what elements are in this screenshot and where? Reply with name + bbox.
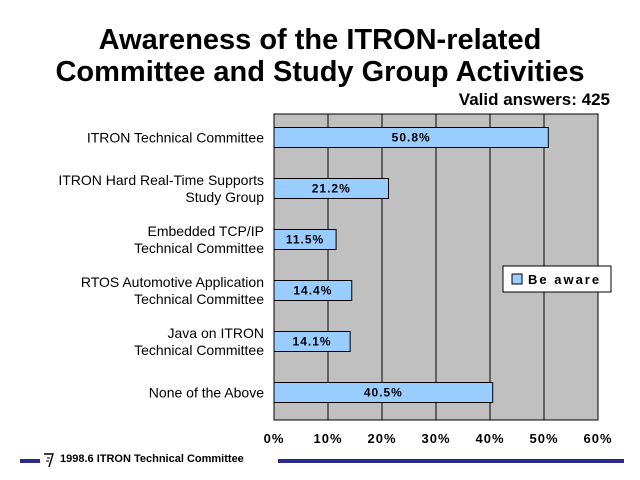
x-tick-label-10: 10%: [313, 431, 342, 446]
footer-rule-left: [20, 459, 40, 463]
category-label-line: Study Group: [185, 189, 264, 205]
data-label-1: 21.2%: [312, 182, 351, 196]
category-label-4: Java on ITRON Technical Committee: [134, 325, 264, 358]
x-tick-label-60: 60%: [583, 431, 612, 446]
chart-title-line-1: Awareness of the ITRON-related: [98, 24, 542, 56]
chart-title: Awareness of the ITRON-related Committee…: [0, 24, 640, 88]
category-label-2: Embedded TCP/IP Technical Committee: [134, 223, 264, 256]
bar-1: [273, 178, 389, 199]
footer: 1998.6 ITRON Technical Committee: [0, 450, 640, 472]
category-label-line: Technical Committee: [134, 291, 264, 307]
bar-4: [273, 331, 351, 352]
x-tick-label-30: 30%: [421, 431, 450, 446]
category-label-line: ITRON Technical Committee: [87, 130, 264, 146]
category-label-line: Embedded TCP/IP: [148, 223, 264, 239]
category-label-line: Java on ITRON: [168, 325, 264, 341]
bar-3: [273, 280, 353, 301]
bar-5: [273, 382, 494, 403]
category-label-0: ITRON Technical Committee: [87, 130, 264, 146]
valid-answers-subtitle: Valid answers: 425: [458, 90, 610, 109]
category-label-line: None of the Above: [149, 385, 264, 401]
category-label-line: Technical Committee: [134, 342, 264, 358]
category-label-line: ITRON Hard Real-Time Supports: [58, 172, 264, 188]
category-label-1: ITRON Hard Real-Time Supports Study Group: [58, 172, 264, 205]
data-label-2: 11.5%: [286, 233, 324, 247]
itron-logo-icon: [44, 453, 54, 468]
x-tick-label-20: 20%: [367, 431, 396, 446]
x-tick-label-40: 40%: [475, 431, 504, 446]
data-label-5: 40.5%: [364, 386, 403, 400]
data-label-3: 14.4%: [293, 284, 332, 298]
bar-2: [273, 229, 337, 250]
footer-text: 1998.6 ITRON Technical Committee: [60, 453, 244, 465]
data-label-0: 50.8%: [392, 131, 431, 145]
category-label-5: None of the Above: [149, 385, 264, 401]
data-label-4: 14.1%: [293, 335, 332, 349]
category-label-3: RTOS Automotive Application Technical Com…: [81, 274, 264, 307]
legend-swatch: [511, 273, 523, 285]
category-label-line: Technical Committee: [134, 240, 264, 256]
footer-rule-right: [278, 459, 624, 463]
legend-label: Be aware: [528, 272, 601, 287]
bar-chart: 0% 10% 20% 30% 40% 50% 60% 50.8% ITRON Technical…: [58, 113, 612, 446]
x-tick-label-0: 0%: [264, 431, 285, 446]
x-tick-label-50: 50%: [529, 431, 558, 446]
category-label-line: RTOS Automotive Application: [81, 274, 264, 290]
chart-title-line-2: Committee and Study Group Activities: [55, 56, 585, 88]
bar-0: [273, 127, 549, 148]
